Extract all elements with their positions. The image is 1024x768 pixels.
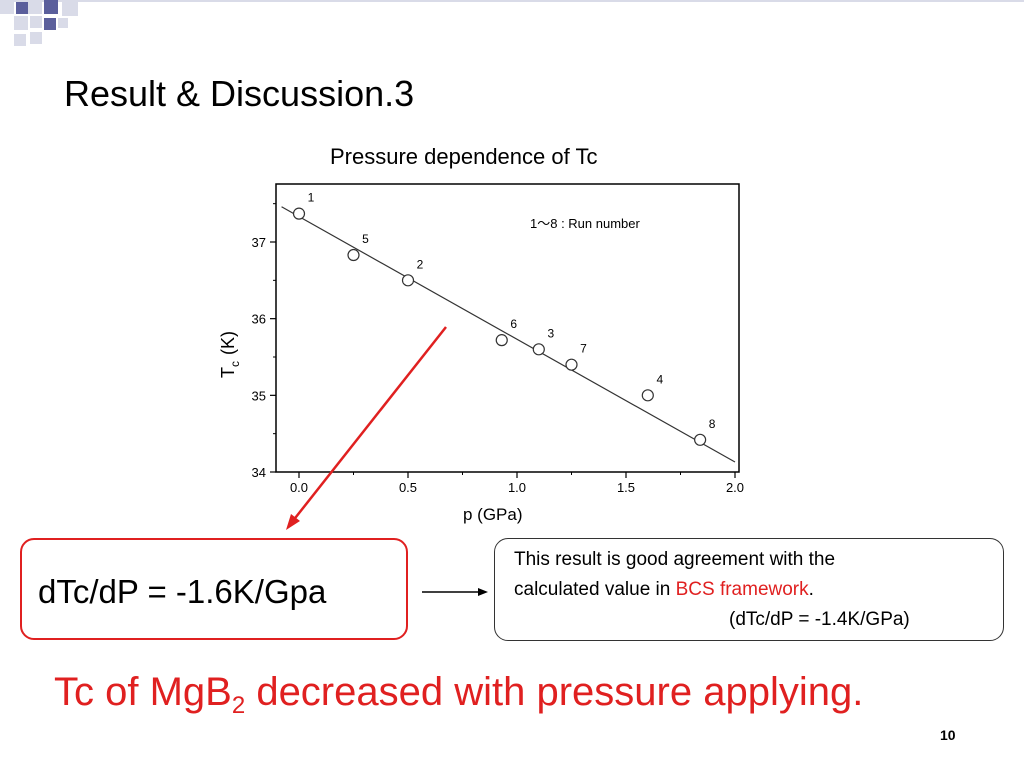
corner-decoration (0, 0, 1024, 46)
data-point-label: 7 (580, 342, 587, 356)
slide-title: Result & Discussion.3 (64, 73, 415, 114)
data-point (532, 343, 545, 356)
data-point (694, 433, 707, 446)
note-box (494, 538, 1004, 641)
plot-frame (275, 183, 740, 473)
chart-title: Pressure dependence of Tc (330, 144, 598, 169)
data-point (292, 207, 306, 220)
data-point (565, 358, 578, 371)
x-tick-label: 2.0 (726, 480, 744, 495)
data-point-label: 3 (547, 326, 554, 340)
conclusion-post: decreased with pressure applying. (245, 670, 864, 714)
x-tick-label: 1.0 (508, 480, 526, 495)
run-number-annotation: 1～8 : Run number (530, 216, 641, 231)
result-box (20, 538, 408, 640)
data-point-label: 1 (308, 191, 315, 205)
y-tick-label: 35 (252, 388, 266, 403)
x-axis-label: p (GPa) (463, 505, 523, 524)
y-axis-label-main: T (218, 367, 238, 378)
x-tick-label: 0.5 (399, 480, 417, 495)
x-tick-label: 1.5 (617, 480, 635, 495)
x-tick-label: 0.0 (290, 480, 308, 495)
y-tick-label: 36 (252, 312, 266, 327)
bcs-highlight: BCS framework (675, 579, 809, 600)
data-point-label: 5 (362, 232, 369, 246)
fit-line (281, 206, 736, 463)
note-line-1: This result is good agreement with the (514, 549, 836, 570)
data-point-label: 4 (656, 372, 663, 386)
note-line-2-text: calculated value in (514, 579, 676, 600)
y-axis-label-unit: (K) (218, 331, 238, 355)
data-point-label: 8 (709, 417, 716, 431)
note-line-2-end: . (808, 579, 814, 600)
result-text: dTc/dP = -1.6K/Gpa (38, 573, 327, 610)
data-point (495, 334, 508, 347)
y-axis-label: Tc (K) (218, 331, 242, 378)
data-point (641, 389, 654, 402)
arrow-head (286, 514, 300, 530)
y-axis-label-sub: c (228, 361, 242, 367)
y-tick-label: 34 (252, 465, 266, 480)
page-number: 10 (940, 727, 956, 743)
note-line-3: (dTc/dP = -1.4K/GPa) (729, 609, 910, 630)
data-point-label: 2 (417, 257, 424, 271)
conclusion-pre: Tc of MgB (54, 670, 232, 714)
data-point (401, 274, 415, 287)
arrow-right-icon (422, 588, 488, 596)
data-point (347, 248, 360, 262)
y-tick-label: 37 (252, 235, 266, 250)
data-point-label: 6 (510, 317, 517, 331)
note-line-2: calculated value in BCS framework. (514, 578, 814, 602)
conclusion-text: Tc of MgB2 decreased with pressure apply… (54, 668, 864, 719)
conclusion-sub: 2 (231, 692, 246, 719)
arrow-line (291, 326, 447, 523)
